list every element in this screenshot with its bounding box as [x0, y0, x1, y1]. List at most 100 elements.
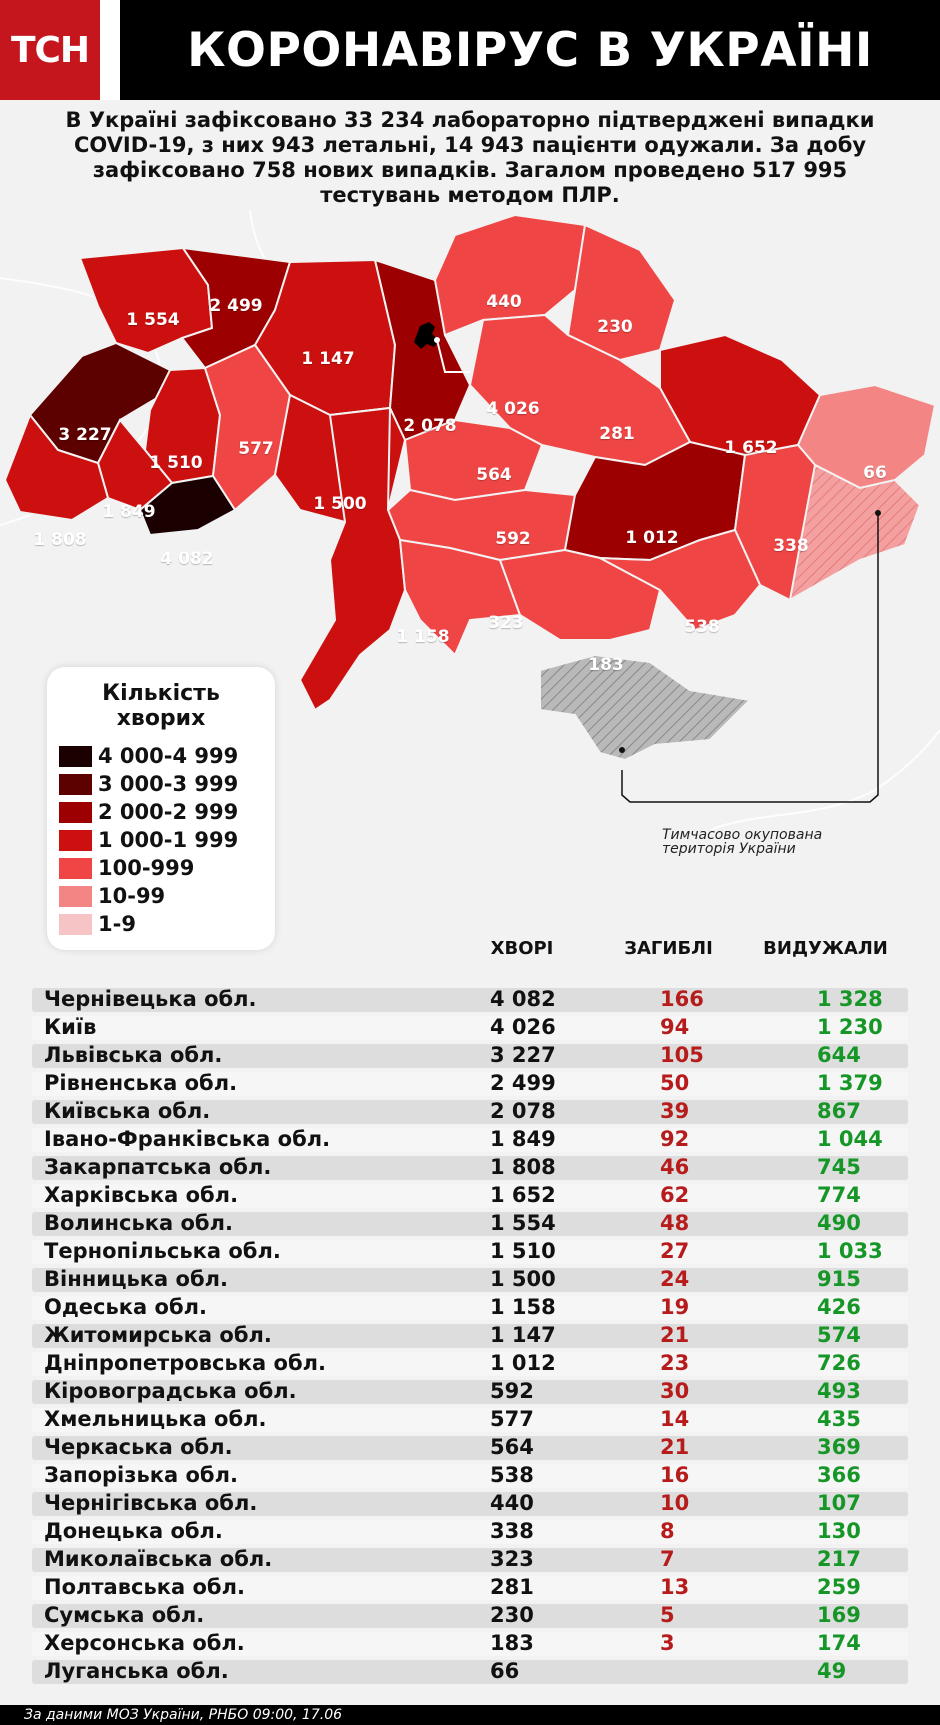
legend-label: 1-9 — [98, 912, 136, 936]
death-count: 3 — [660, 1631, 675, 1655]
recovered-count: 366 — [817, 1463, 861, 1487]
region-sumska — [566, 223, 677, 362]
table-row: Херсонська обл. 183 3 174 — [32, 1631, 908, 1656]
legend-swatch — [59, 745, 92, 767]
death-count: 5 — [660, 1603, 675, 1627]
table-row: Львівська обл. 3 227 105 644 — [32, 1043, 908, 1068]
legend-swatch — [59, 773, 92, 795]
legend-swatch — [59, 913, 92, 935]
recovered-count: 915 — [817, 1267, 861, 1291]
region-name: Житомирська обл. — [44, 1323, 272, 1347]
sick-count: 338 — [490, 1519, 534, 1543]
recovered-count: 217 — [817, 1547, 861, 1571]
sick-count: 440 — [490, 1491, 534, 1515]
legend-label: 100-999 — [98, 856, 195, 880]
sick-count: 66 — [490, 1659, 520, 1683]
recovered-count: 169 — [817, 1603, 861, 1627]
source-footer: За даними МОЗ України, РНБО 09:00, 17.06 — [0, 1705, 940, 1725]
region-chernivetska — [138, 474, 237, 537]
sick-count: 1 500 — [490, 1267, 556, 1291]
death-count: 48 — [660, 1211, 690, 1235]
legend-item: 1-9 — [59, 912, 136, 936]
map-label-cherkaska: 564 — [476, 465, 512, 485]
table-row: Запорізька обл. 538 16 366 — [32, 1463, 908, 1488]
recovered-count: 493 — [817, 1379, 861, 1403]
recovered-count: 130 — [817, 1519, 861, 1543]
death-count: 13 — [660, 1575, 690, 1599]
legend-swatch — [59, 857, 92, 879]
recovered-count: 1 379 — [817, 1071, 883, 1095]
column-sick-header: ХВОРІ — [490, 938, 554, 959]
legend-swatch — [59, 829, 92, 851]
table-row: Донецька обл. 338 8 130 — [32, 1519, 908, 1544]
recovered-count: 426 — [817, 1295, 861, 1319]
recovered-count: 369 — [817, 1435, 861, 1459]
sick-count: 4 026 — [490, 1015, 556, 1039]
recovered-count: 490 — [817, 1211, 861, 1235]
table-row: Тернопільська обл. 1 510 27 1 033 — [32, 1239, 908, 1264]
death-count — [660, 1659, 720, 1685]
tsn-logo: ТСН — [0, 0, 100, 100]
sick-count: 577 — [490, 1407, 534, 1431]
sick-count: 1 652 — [490, 1183, 556, 1207]
sick-count: 1 510 — [490, 1239, 556, 1263]
legend-item: 1 000-1 999 — [59, 828, 238, 852]
death-count: 21 — [660, 1435, 690, 1459]
occupied-territory-note: Тимчасово окупована територія України — [662, 828, 822, 856]
region-name: Івано-Франківська обл. — [44, 1127, 331, 1151]
death-count: 50 — [660, 1071, 690, 1095]
region-name: Закарпатська обл. — [44, 1155, 272, 1179]
occupied-note-line-1: Тимчасово окупована — [662, 827, 823, 843]
table-row: Закарпатська обл. 1 808 46 745 — [32, 1155, 908, 1180]
recovered-count: 574 — [817, 1323, 861, 1347]
legend-label: 2 000-2 999 — [98, 800, 239, 824]
death-count: 8 — [660, 1519, 675, 1543]
ukraine-map: 1 554 2 499 1 147 3 227 1 510 577 2 078 … — [0, 210, 940, 910]
sick-count: 1 808 — [490, 1155, 556, 1179]
region-mykolaivska — [398, 538, 522, 657]
region-name: Львівська обл. — [44, 1043, 223, 1067]
table-row: Хмельницька обл. 577 14 435 — [32, 1407, 908, 1432]
region-name: Київ — [44, 1015, 97, 1039]
region-name: Одеська обл. — [44, 1295, 207, 1319]
region-name: Черкаська обл. — [44, 1435, 233, 1459]
legend-item: 10-99 — [59, 884, 165, 908]
legend-label: 10-99 — [98, 884, 166, 908]
occupied-crimea-dot — [619, 747, 625, 753]
region-name: Чернігівська обл. — [44, 1491, 258, 1515]
recovered-count: 1 230 — [817, 1015, 883, 1039]
table-row: Житомирська обл. 1 147 21 574 — [32, 1323, 908, 1348]
table-row: Дніпропетровська обл. 1 012 23 726 — [32, 1351, 908, 1376]
sick-count: 1 147 — [490, 1323, 556, 1347]
sick-count: 2 499 — [490, 1071, 556, 1095]
map-label-dnipropetrovska: 1 012 — [625, 528, 679, 548]
recovered-count: 49 — [817, 1659, 847, 1683]
map-label-zakarpatska: 1 808 — [33, 530, 87, 550]
map-label-donetska: 338 — [773, 536, 809, 556]
table-row: Київська обл. 2 078 39 867 — [32, 1099, 908, 1124]
recovered-count: 107 — [817, 1491, 861, 1515]
death-count: 105 — [660, 1043, 704, 1067]
map-label-khmelnytska: 577 — [238, 439, 274, 459]
death-count: 62 — [660, 1183, 690, 1207]
region-name: Кіровоградська обл. — [44, 1379, 297, 1403]
death-count: 27 — [660, 1239, 690, 1263]
recovered-count: 644 — [817, 1043, 861, 1067]
map-label-vinnytska: 1 500 — [313, 494, 367, 514]
map-label-lvivska: 3 227 — [58, 425, 112, 445]
sick-count: 3 227 — [490, 1043, 556, 1067]
death-count: 14 — [660, 1407, 690, 1431]
column-recovered-header: ВИДУЖАЛИ — [763, 938, 888, 959]
map-label-poltavska: 281 — [599, 424, 635, 444]
sick-count: 183 — [490, 1631, 534, 1655]
table-row: Чернігівська обл. 440 10 107 — [32, 1491, 908, 1516]
death-count: 94 — [660, 1015, 690, 1039]
table-row: Чернівецька обл. 4 082 166 1 328 — [32, 987, 908, 1012]
table-row: Вінницька обл. 1 500 24 915 — [32, 1267, 908, 1292]
legend-swatch — [59, 885, 92, 907]
region-name: Київська обл. — [44, 1099, 211, 1123]
table-row: Івано-Франківська обл. 1 849 92 1 044 — [32, 1127, 908, 1152]
recovered-count: 1 328 — [817, 987, 883, 1011]
death-count: 21 — [660, 1323, 690, 1347]
legend: Кількість хворих 4 000-4 999 3 000-3 999… — [47, 667, 275, 950]
